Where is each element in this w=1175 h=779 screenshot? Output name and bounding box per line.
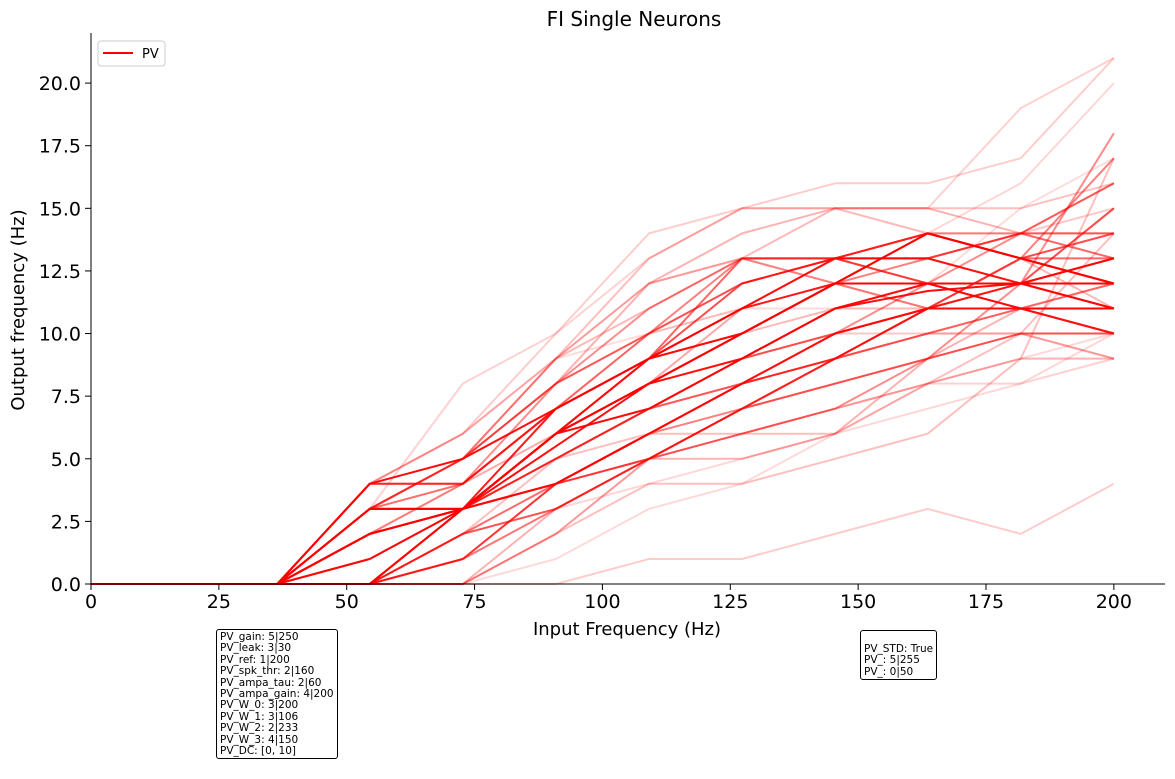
- x-tick-label: 200: [1096, 591, 1132, 613]
- x-tick-label: 0: [85, 591, 97, 613]
- y-tick-label: 2.5: [51, 511, 81, 533]
- x-ticks: 0 25 50 75 100 125 150 175 200: [85, 584, 1132, 613]
- series-layer: [91, 57, 1115, 585]
- y-tick-label: 0.0: [51, 574, 81, 596]
- legend: PV: [97, 40, 166, 67]
- parameter-box-left: PV_gain: 5|250 PV_leak: 3|30 PV_ref: 1|200…: [216, 629, 338, 760]
- x-tick-label: 25: [207, 591, 231, 613]
- y-tick-label: 17.5: [39, 136, 81, 158]
- x-axis-label: Input Frequency (Hz): [533, 619, 721, 640]
- parameter-line: PV_: 5|255: [864, 654, 920, 667]
- y-axis-label: Output frequency (Hz): [8, 209, 29, 410]
- x-tick-label: 50: [335, 591, 359, 613]
- parameter-line: PV_ampa_gain: 4|200: [220, 688, 334, 701]
- parameter-line: PV_leak: 3|30: [220, 642, 292, 655]
- parameter-line: PV_STD: True: [864, 643, 934, 655]
- chart-title: FI Single Neurons: [547, 7, 722, 31]
- parameter-line: PV_W_0: 3|200: [220, 699, 299, 712]
- x-tick-label: 100: [584, 591, 620, 613]
- parameter-line: PV_spk_thr: 2|160: [220, 665, 315, 678]
- x-tick-label: 175: [968, 591, 1004, 613]
- parameter-line: PV_ampa_tau: 2|60: [220, 676, 322, 689]
- parameter-line: PV_: 0|50: [864, 665, 914, 678]
- y-tick-label: 5.0: [51, 449, 81, 471]
- x-tick-label: 75: [462, 591, 486, 613]
- x-tick-label: 125: [712, 591, 748, 613]
- y-tick-label: 7.5: [51, 386, 81, 408]
- parameter-box-right: PV_STD: True PV_: 5|255 PV_: 0|50: [860, 630, 938, 681]
- y-ticks: 0.0 2.5 5.0 7.5 10.0 12.5 15.0 17.5 20.0: [39, 73, 91, 596]
- parameter-line: PV_gain: 5|250: [220, 631, 299, 643]
- y-tick-label: 12.5: [39, 261, 81, 283]
- parameter-line: PV_W_3: 4|150: [220, 733, 299, 746]
- legend-label: PV: [142, 47, 159, 62]
- y-tick-label: 15.0: [39, 198, 81, 220]
- parameter-line: PV_DC: [0, 10]: [220, 745, 296, 758]
- parameter-line: PV_ref: 1|200: [220, 653, 290, 666]
- y-tick-label: 10.0: [39, 324, 81, 346]
- y-tick-label: 20.0: [39, 73, 81, 95]
- parameter-line: PV_W_1: 3|106: [220, 710, 299, 723]
- parameter-line: PV_W_2: 2|233: [220, 722, 299, 735]
- x-tick-label: 150: [840, 591, 876, 613]
